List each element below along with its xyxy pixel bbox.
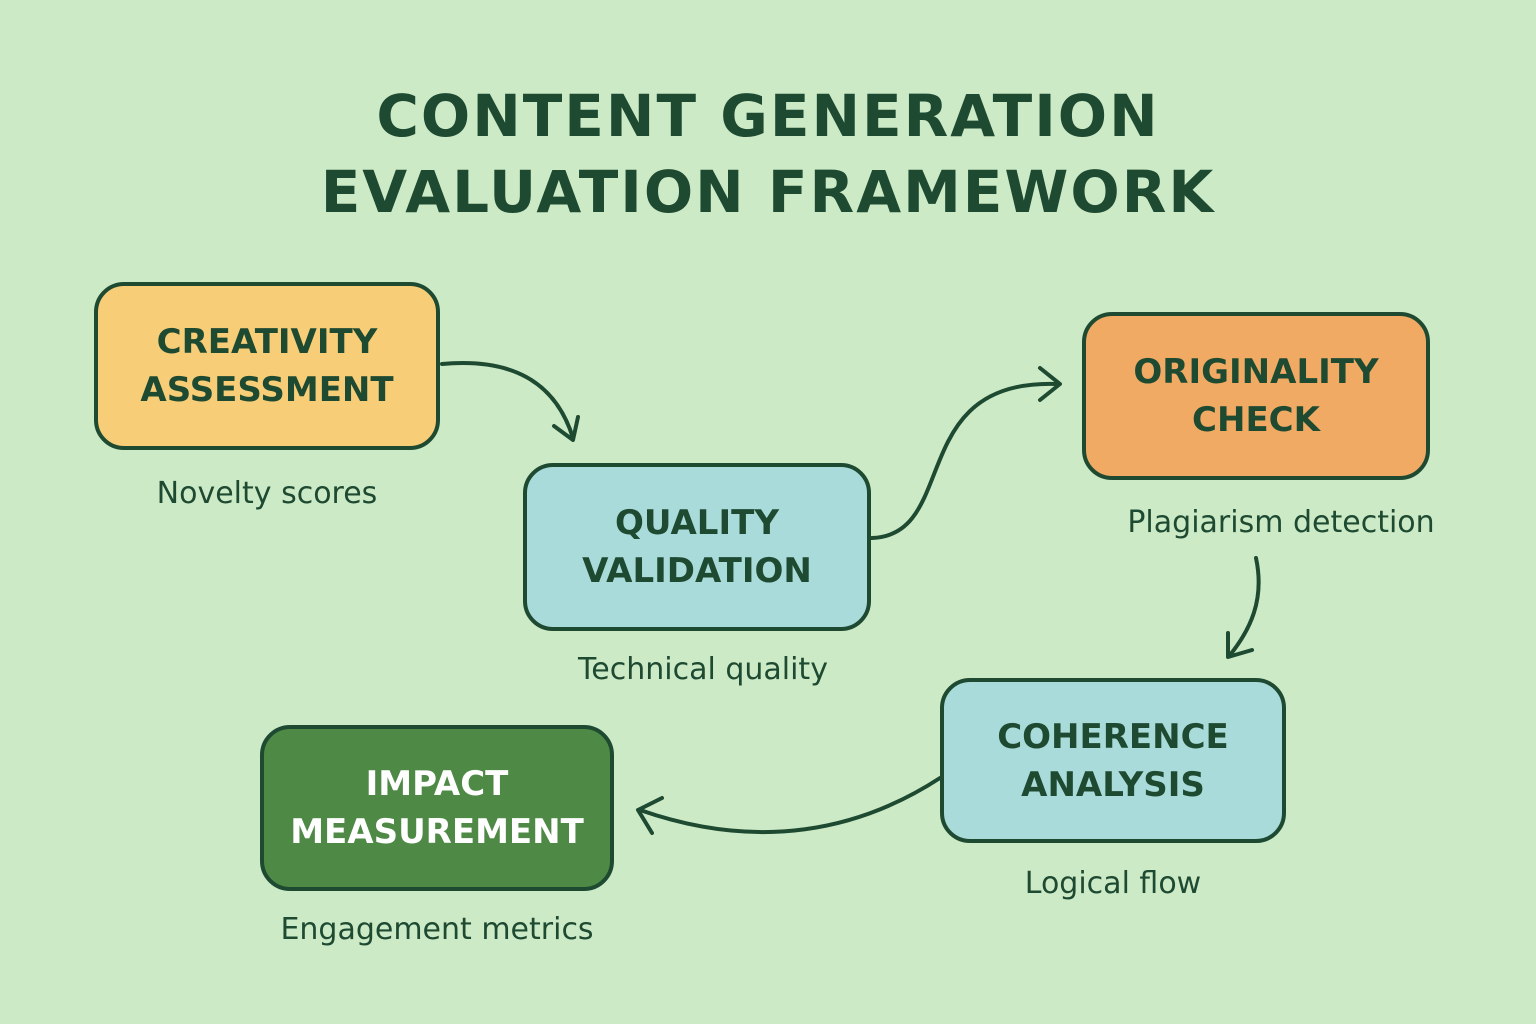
step-caption-coherence: Logical flow [1024,866,1202,901]
step-box-quality: QUALITY VALIDATION [523,463,871,631]
arrowhead-coherence-to-impact [636,796,664,835]
step-label-originality-line-1: ORIGINALITY [1133,352,1379,392]
diagram-title: CONTENT GENERATION EVALUATION FRAMEWORK [0,78,1536,230]
step-label-creativity-line-1: CREATIVITY [156,322,378,362]
step-label-creativity-line-2: ASSESSMENT [140,370,394,410]
arrow-quality-to-originality [870,381,1060,540]
step-caption-originality: Plagiarism detection [1127,505,1435,540]
step-label-quality-line-1: QUALITY [615,503,779,543]
step-box-creativity: CREATIVITY ASSESSMENT [94,282,440,450]
step-label-coherence-line-1: COHERENCE [997,716,1229,757]
step-caption-quality: Technical quality [578,652,828,687]
diagram-title-line-1: CONTENT GENERATION [376,82,1160,150]
step-box-coherence: COHERENCE ANALYSIS [940,678,1286,843]
step-label-impact-line-1: IMPACT [365,764,509,804]
step-label-originality-line-2: CHECK [1192,400,1320,440]
arrow-creativity-to-quality [440,361,575,440]
arrow-coherence-to-impact [638,776,942,835]
arrowhead-originality-to-coherence [1226,631,1254,659]
arrow-originality-to-coherence [1228,556,1261,657]
step-label-impact-line-2: MEASUREMENT [290,812,584,852]
step-caption-creativity: Novelty scores [156,476,378,511]
arrowhead-creativity-to-quality [552,415,580,442]
step-label-quality-line-2: VALIDATION [582,551,812,591]
diagram-title-line-2: EVALUATION FRAMEWORK [320,158,1216,226]
step-label-coherence-line-2: ANALYSIS [1021,764,1205,805]
step-box-impact: IMPACT MEASUREMENT [260,725,614,891]
arrowhead-quality-to-originality [1038,366,1062,402]
step-box-originality: ORIGINALITY CHECK [1082,312,1430,480]
step-caption-impact: Engagement metrics [280,912,594,947]
